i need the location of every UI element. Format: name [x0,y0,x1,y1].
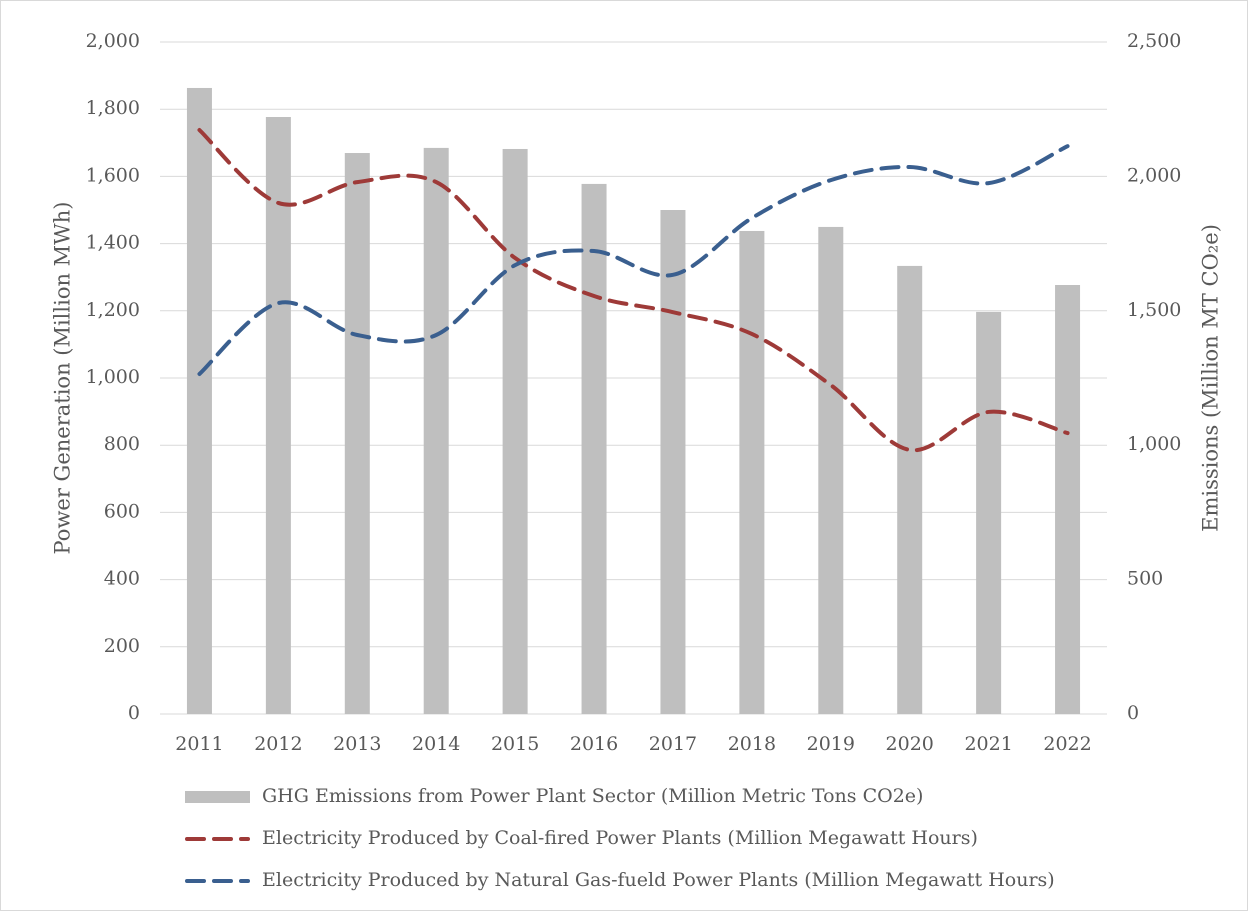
y-tick-label: 1,400 [86,232,140,254]
legend-label: Electricity Produced by Natural Gas-fuel… [262,869,1055,891]
x-tick-label: 2021 [964,733,1012,755]
bar [818,226,844,715]
bar [660,210,686,714]
y-tick-label: 0 [128,702,140,724]
bar [976,311,1002,714]
y2-tick-label: 1,500 [1127,299,1181,321]
x-tick-label: 2012 [254,733,302,755]
line [197,144,1070,376]
bar [897,265,923,714]
legend-swatch [185,791,250,803]
x-tick-label: 2013 [333,733,381,755]
legend-label: Electricity Produced by Coal-fired Power… [262,827,978,849]
y2-tick-label: 2,500 [1127,30,1181,52]
x-tick-label: 2019 [807,733,855,755]
bar [581,183,607,715]
x-tick-label: 2014 [412,733,460,755]
y-tick-label: 400 [104,568,140,590]
y-tick-label: 1,000 [86,366,140,388]
x-tick-label: 2016 [570,733,618,755]
line [197,128,1070,453]
x-tick-label: 2020 [886,733,934,755]
bar [186,87,212,715]
y-tick-label: 1,200 [86,299,140,321]
bar [1055,284,1081,714]
y2-tick-label: 500 [1127,568,1163,590]
y2-axis-label: Emissions (Million MT CO₂e) [1199,224,1223,532]
bar [423,147,449,714]
y-tick-label: 2,000 [86,30,140,52]
y2-tick-label: 1,000 [1127,433,1181,455]
x-tick-label: 2011 [175,733,223,755]
y-tick-label: 800 [104,433,140,455]
legend-label: GHG Emissions from Power Plant Sector (M… [262,785,923,807]
y-tick-label: 200 [104,635,140,657]
y-tick-label: 600 [104,500,140,522]
bar [502,148,528,714]
bar [739,230,765,714]
x-tick-label: 2018 [728,733,776,755]
x-tick-label: 2015 [491,733,539,755]
bar [265,116,291,715]
y-axis-label: Power Generation (Million MWh) [51,202,75,555]
x-tick-label: 2017 [649,733,697,755]
y2-tick-label: 2,000 [1127,164,1181,186]
y-tick-label: 1,800 [86,97,140,119]
bar [344,153,370,714]
x-tick-label: 2022 [1043,733,1091,755]
y-tick-label: 1,600 [86,164,140,186]
y2-tick-label: 0 [1127,702,1139,724]
